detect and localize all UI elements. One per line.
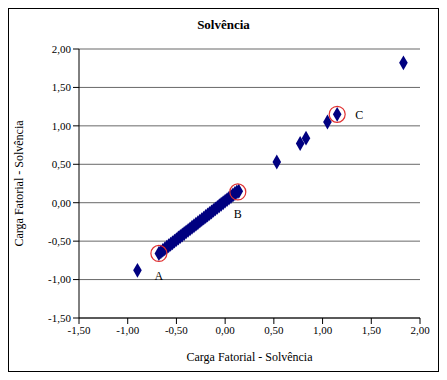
svg-text:-1,50: -1,50 xyxy=(48,312,71,324)
svg-text:-1,00: -1,00 xyxy=(48,273,71,285)
svg-text:-0,50: -0,50 xyxy=(48,235,71,247)
svg-text:0,50: 0,50 xyxy=(52,158,72,170)
svg-text:C: C xyxy=(355,108,363,122)
svg-text:0,00: 0,00 xyxy=(216,324,236,336)
svg-text:-1,00: -1,00 xyxy=(116,324,139,336)
svg-text:0,00: 0,00 xyxy=(52,197,72,209)
svg-text:1,00: 1,00 xyxy=(313,324,333,336)
html-text:Solvência: Solvência xyxy=(197,17,250,32)
svg-text:-1,50: -1,50 xyxy=(68,324,91,336)
svg-text:1,50: 1,50 xyxy=(52,81,72,93)
svg-text:1,00: 1,00 xyxy=(52,120,72,132)
svg-text:2,00: 2,00 xyxy=(410,324,430,336)
svg-text:B: B xyxy=(234,207,242,221)
svg-text:0,50: 0,50 xyxy=(264,324,284,336)
svg-text:2,00: 2,00 xyxy=(52,43,72,55)
svg-text:Carga Fatorial - Solvência: Carga Fatorial - Solvência xyxy=(186,350,313,364)
svg-text:A: A xyxy=(155,269,164,283)
svg-text:1,50: 1,50 xyxy=(362,324,382,336)
svg-text:Carga Fatorial - Solvência: Carga Fatorial - Solvência xyxy=(12,120,26,247)
svg-text:-0,50: -0,50 xyxy=(165,324,188,336)
